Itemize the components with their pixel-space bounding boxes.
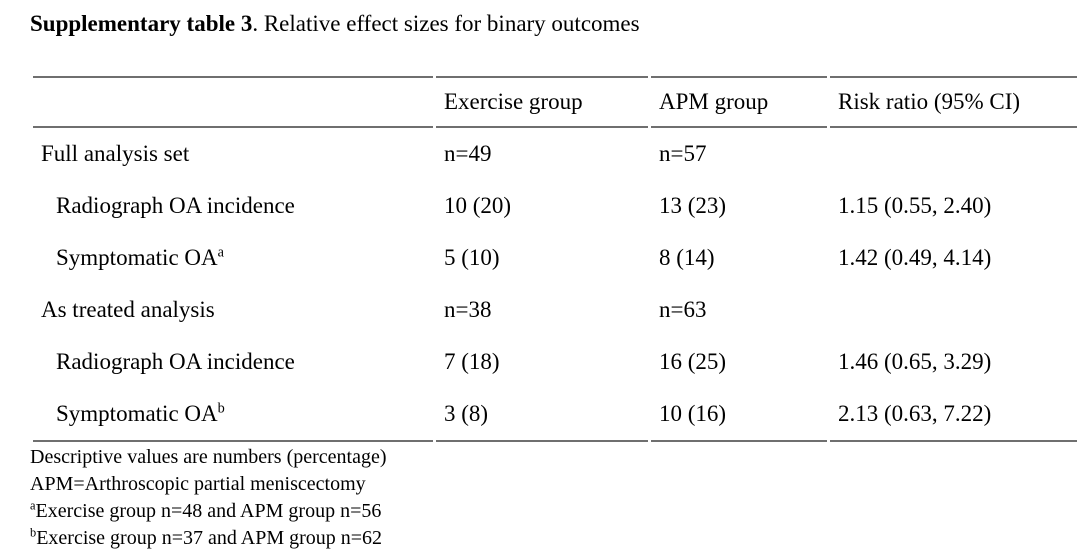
footnote-b: bExercise group n=37 and APM group n=62 [30,525,383,549]
footnote-marker-b: b [217,400,225,417]
footnote-marker-a: a [217,244,224,261]
exercise-value-cell: 10 (20) [444,193,512,218]
table-header-row: Exercise group APM group Risk ratio (95%… [33,76,1077,128]
row-label-cell: Radiograph OA incidence [56,349,295,374]
page-title: Supplementary table 3. Relative effect s… [30,11,640,37]
exercise-value-cell: n=49 [444,141,492,166]
risk-ratio-cell: 1.46 (0.65, 3.29) [838,349,992,374]
apm-value-cell: n=57 [659,141,707,166]
table-row-as-treated-analysis: As treated analysis n=38 n=63 [33,284,1077,336]
risk-ratio-cell [830,128,1077,180]
exercise-value-cell: n=38 [444,297,492,322]
row-label-cell: Radiograph OA incidence [56,193,295,218]
table-row-full-analysis-set: Full analysis set n=49 n=57 [33,128,1077,180]
footnote-descriptive-values: Descriptive values are numbers (percenta… [30,446,387,468]
apm-value-cell: n=63 [659,297,707,322]
table-number-label: Supplementary table 3 [30,11,253,36]
row-label-cell: Full analysis set [41,141,190,166]
apm-value-cell: 13 (23) [659,193,727,218]
table-row-symptomatic-oa-fas: Symptomatic OAa 5 (10) 8 (14) 1.42 (0.49… [33,232,1077,284]
table-row-radiograph-oa-at: Radiograph OA incidence 7 (18) 16 (25) 1… [33,336,1077,388]
table-row-symptomatic-oa-at: Symptomatic OAb 3 (8) 10 (16) 2.13 (0.63… [33,388,1077,442]
apm-value-cell: 16 (25) [659,349,727,374]
footnote-marker-b: b [30,525,37,540]
header-cell-risk-ratio: Risk ratio (95% CI) [830,76,1077,128]
table-footnotes: Descriptive values are numbers (percenta… [30,444,387,552]
footnote-marker-a: a [30,498,36,513]
table-caption: . Relative effect sizes for binary outco… [252,11,640,36]
footnote-apm-abbreviation: APM=Arthroscopic partial meniscectomy [30,473,366,495]
risk-ratio-cell: 2.13 (0.63, 7.22) [830,388,1077,442]
exercise-value-cell: 7 (18) [444,349,500,374]
risk-ratio-cell: 1.42 (0.49, 4.14) [838,245,992,270]
exercise-value-cell: 5 (10) [444,245,500,270]
header-cell-empty [33,76,433,128]
row-label-cell: As treated analysis [41,297,215,322]
apm-value-cell: 10 (16) [651,388,827,442]
risk-ratio-cell: 1.15 (0.55, 2.40) [838,193,992,218]
table-row-radiograph-oa-fas: Radiograph OA incidence 10 (20) 13 (23) … [33,180,1077,232]
risk-ratio-cell [830,284,1077,336]
exercise-value-cell: 3 (8) [436,388,648,442]
apm-value-cell: 8 (14) [659,245,715,270]
row-label-cell: Symptomatic OAa [56,244,224,270]
row-label-cell: Symptomatic OAb [33,388,433,442]
footnote-a: aExercise group n=48 and APM group n=56 [30,498,382,522]
binary-outcomes-table: Exercise group APM group Risk ratio (95%… [30,76,1080,442]
header-cell-apm-group: APM group [651,76,827,128]
header-cell-exercise-group: Exercise group [436,76,648,128]
